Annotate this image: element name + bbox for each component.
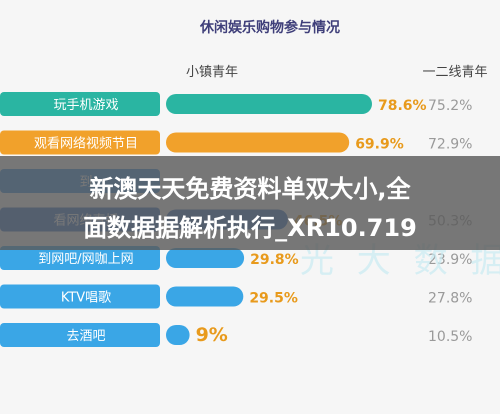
category-label: KTV唱歌: [61, 291, 111, 306]
bar-town: [166, 286, 244, 307]
chart-title: 休闲娱乐购物参与情况: [199, 19, 340, 36]
value-label-city: 75.2%: [428, 98, 472, 114]
value-label-city: 72.9%: [428, 137, 472, 153]
value-label-city: 27.8%: [428, 291, 472, 307]
headline-overlay: 新澳天天免费资料单双大小,全 面数据据解析执行_XR10.719: [0, 156, 500, 250]
category-label: 到网吧/网咖上网: [38, 252, 133, 267]
headline-line-2: 面数据据解析执行_XR10.719: [83, 214, 417, 242]
column-header-town: 小镇青年: [186, 65, 238, 80]
headline-band: [0, 156, 500, 250]
bar-town: [166, 94, 372, 114]
bar-town: [166, 248, 245, 268]
category-label-box: [0, 323, 160, 347]
category-label-box: [0, 130, 160, 155]
value-label-town: 78.6%: [378, 98, 427, 114]
category-label: 观看网络视频节目: [34, 136, 138, 152]
bar-town: [166, 132, 350, 153]
value-label-town: 69.9%: [355, 137, 404, 153]
category-label: 去酒吧: [66, 329, 105, 344]
value-label-city: 23.9%: [428, 252, 472, 268]
value-label-town: 29.5%: [249, 291, 298, 307]
category-label-box: [0, 92, 160, 116]
category-label-box: [0, 284, 160, 309]
headline-line-1: 新澳天天免费资料单双大小,全: [89, 175, 411, 203]
category-label: 玩手机游戏: [53, 98, 118, 113]
value-label-town: 29.8%: [250, 252, 299, 268]
category-label-box: [0, 246, 160, 270]
value-label-town: 9%: [196, 324, 228, 346]
value-label-city: 10.5%: [428, 329, 472, 345]
column-header-city: 一二线青年: [422, 65, 487, 80]
bar-town: [166, 325, 190, 345]
